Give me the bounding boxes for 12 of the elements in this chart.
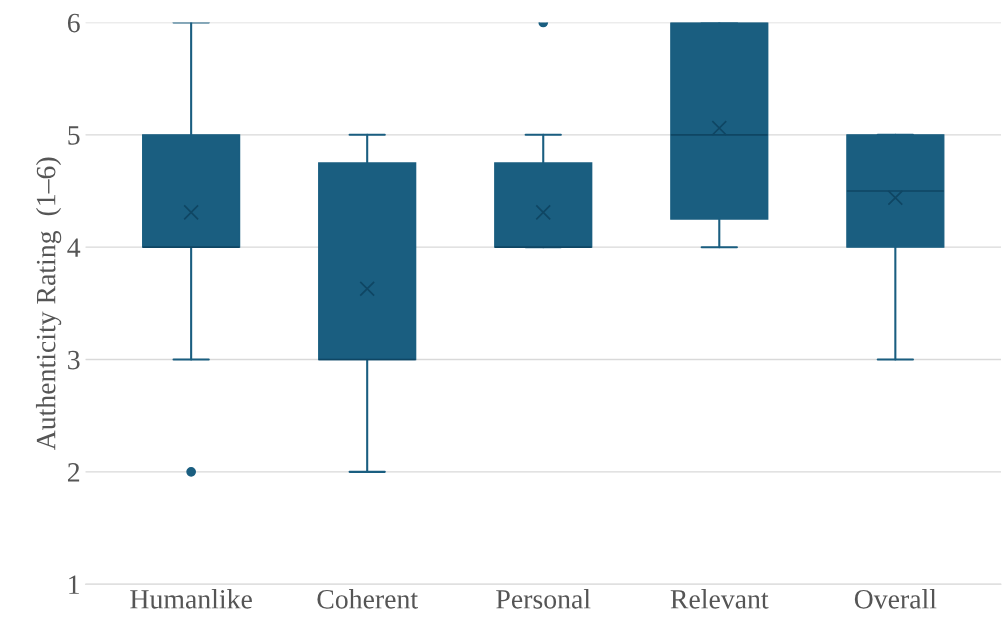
x-tick-label: Coherent	[317, 589, 418, 609]
y-tick-label: 5	[68, 126, 80, 145]
y-tick-label: 1	[69, 575, 79, 594]
y-tick-label: 2	[67, 463, 80, 482]
y-tick-label: 4	[67, 238, 81, 257]
y-tick-label: 6	[67, 13, 80, 33]
y-tick-label: 3	[68, 350, 80, 370]
y-axis-title: Authenticity Rating (1–6)	[35, 157, 62, 451]
x-tick-label: Personal	[496, 589, 591, 609]
x-tick-label: Humanlike	[130, 589, 252, 609]
x-tick-label: Relevant	[670, 589, 769, 609]
x-tick-label: Overall	[854, 589, 937, 609]
